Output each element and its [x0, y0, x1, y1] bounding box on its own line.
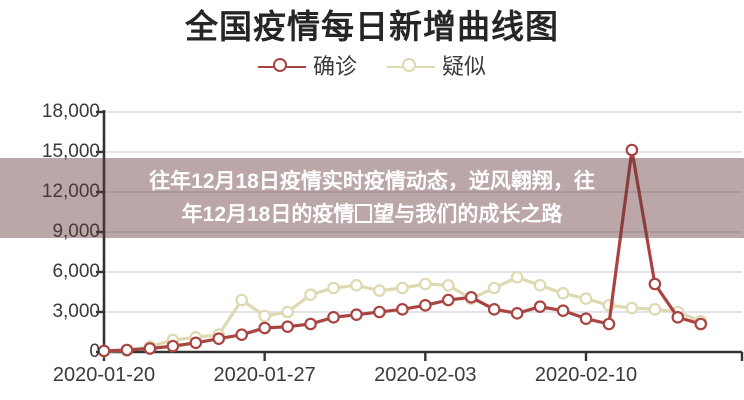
x-axis-tick-label: 2020-02-10 [534, 364, 638, 386]
page-title: 全国疫情每日新增曲线图 [185, 8, 559, 45]
data-point [487, 281, 501, 295]
y-axis-tick-label: 18,000 [41, 101, 100, 122]
data-point [533, 279, 547, 292]
overlay-caption-line-2-before: 年12月18日的疫情 [181, 203, 355, 226]
data-point [556, 304, 570, 317]
chart-legend: 确诊 疑似 [0, 56, 744, 78]
data-point [694, 317, 708, 331]
data-point [396, 303, 409, 316]
data-point [97, 344, 111, 358]
data-point [189, 336, 203, 350]
data-point [327, 311, 340, 324]
y-axis-tick-label: 0 [89, 341, 100, 362]
data-point [648, 277, 662, 291]
overlay-caption-line-2-after: 望与我们的成长之路 [373, 203, 563, 226]
data-point [350, 279, 363, 292]
data-point [143, 342, 157, 355]
data-point [258, 309, 271, 323]
data-point [579, 312, 593, 325]
overlay-banner [0, 158, 744, 238]
data-point [579, 292, 593, 305]
data-point [419, 299, 432, 312]
y-axis-tick-label: 15,000 [41, 141, 100, 162]
data-point [556, 287, 570, 300]
legend-item-0[interactable]: 确诊 [257, 54, 357, 79]
data-point [258, 321, 271, 335]
data-point [648, 303, 662, 316]
x-axis-tick-label: 2020-02-03 [374, 364, 477, 386]
data-point [304, 317, 317, 331]
data-point [281, 305, 294, 319]
data-point [212, 332, 226, 345]
x-axis-tick-label: 2020-01-27 [213, 364, 316, 386]
data-point [625, 143, 639, 157]
y-axis-tick-label: 12,000 [41, 181, 100, 202]
legend-item-1[interactable]: 疑似 [387, 56, 486, 78]
legend-marker-icon [257, 56, 306, 78]
data-point [510, 307, 524, 320]
data-point [441, 293, 455, 307]
overlay-caption-line-2: 年12月18日的疫情 望与我们的成长之路 [182, 198, 563, 231]
data-point [487, 303, 501, 316]
legend-label: 疑似 [442, 54, 487, 79]
data-point [120, 343, 134, 357]
missing-glyph-icon [355, 204, 373, 223]
data-point [396, 281, 409, 295]
data-point [441, 279, 455, 292]
data-point [235, 293, 249, 307]
data-point [350, 308, 363, 321]
data-point [671, 311, 685, 324]
data-point [327, 281, 340, 295]
data-point [602, 317, 616, 331]
data-point [625, 301, 639, 315]
data-point [235, 328, 249, 341]
legend-marker-icon [387, 56, 435, 78]
data-point [419, 277, 432, 291]
data-point [166, 339, 180, 353]
data-point [464, 291, 478, 304]
y-axis-tick-label: 6,000 [52, 261, 100, 282]
data-point [510, 271, 524, 284]
data-point [373, 305, 386, 319]
y-axis-tick-label: 9,000 [52, 221, 100, 242]
y-axis-labels: 0 3,000 6,000 9,000 12,000 15,000 18,000 [0, 0, 100, 400]
data-point [281, 320, 294, 333]
data-point [533, 300, 547, 313]
overlay-caption: 往年12月18日疫情实时疫情动态，逆风翱翔，往 年12月18日的疫情 望与我们的成… [0, 158, 744, 238]
data-point [304, 288, 317, 301]
legend-label: 确诊 [312, 54, 357, 79]
x-axis-tick-label: 2020-01-20 [52, 364, 156, 386]
data-point [373, 284, 386, 297]
overlay-caption-line-1: 往年12月18日疫情实时疫情动态，逆风翱翔，往 [149, 170, 595, 193]
y-axis-tick-label: 3,000 [52, 301, 100, 322]
